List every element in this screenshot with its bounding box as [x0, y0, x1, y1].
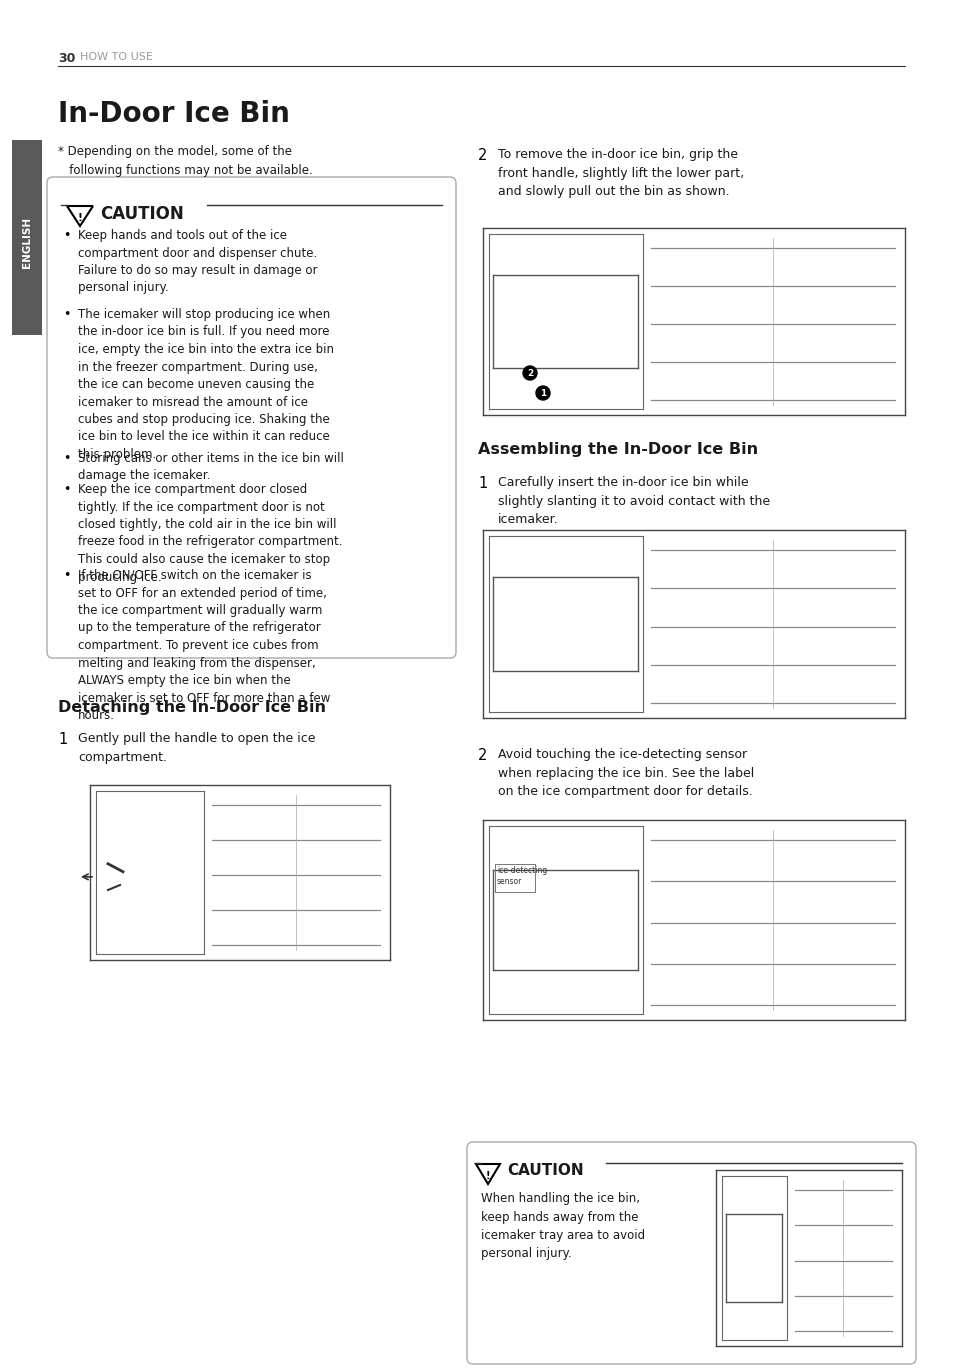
Text: •: •	[63, 483, 71, 496]
Text: 1: 1	[58, 732, 67, 747]
Text: * Depending on the model, some of the
   following functions may not be availabl: * Depending on the model, some of the fo…	[58, 145, 313, 177]
Text: CAUTION: CAUTION	[100, 206, 184, 223]
FancyBboxPatch shape	[467, 1142, 915, 1364]
Text: Gently pull the handle to open the ice
compartment.: Gently pull the handle to open the ice c…	[78, 732, 315, 764]
Text: To remove the in-door ice bin, grip the
front handle, slightly lift the lower pa: To remove the in-door ice bin, grip the …	[497, 148, 743, 197]
Text: !: !	[77, 213, 82, 223]
Text: Keep the ice compartment door closed
tightly. If the ice compartment door is not: Keep the ice compartment door closed tig…	[78, 483, 342, 584]
Text: CAUTION: CAUTION	[506, 1163, 583, 1178]
Circle shape	[522, 366, 537, 380]
Text: 2: 2	[477, 749, 487, 764]
Text: 2: 2	[526, 369, 533, 377]
Text: When handling the ice bin,
keep hands away from the
icemaker tray area to avoid
: When handling the ice bin, keep hands aw…	[480, 1191, 644, 1260]
Text: •: •	[63, 452, 71, 465]
FancyBboxPatch shape	[47, 177, 456, 658]
Circle shape	[536, 387, 550, 400]
Text: Keep hands and tools out of the ice
compartment door and dispenser chute.
Failur: Keep hands and tools out of the ice comp…	[78, 229, 317, 295]
Text: The icemaker will stop producing ice when
the in-door ice bin is full. If you ne: The icemaker will stop producing ice whe…	[78, 308, 334, 461]
Text: 1: 1	[539, 388, 545, 398]
Text: •: •	[63, 229, 71, 243]
Text: 1: 1	[477, 476, 487, 491]
Text: !: !	[485, 1171, 490, 1180]
Text: ice-detecting
sensor: ice-detecting sensor	[497, 866, 547, 886]
Text: Detaching the In-Door Ice Bin: Detaching the In-Door Ice Bin	[58, 701, 326, 716]
Text: HOW TO USE: HOW TO USE	[80, 52, 152, 62]
Text: •: •	[63, 308, 71, 321]
FancyBboxPatch shape	[12, 140, 42, 335]
Text: In-Door Ice Bin: In-Door Ice Bin	[58, 100, 290, 128]
Text: ENGLISH: ENGLISH	[22, 217, 32, 267]
Text: Carefully insert the in-door ice bin while
slightly slanting it to avoid contact: Carefully insert the in-door ice bin whi…	[497, 476, 769, 526]
Text: Avoid touching the ice-detecting sensor
when replacing the ice bin. See the labe: Avoid touching the ice-detecting sensor …	[497, 749, 754, 798]
Text: 30: 30	[58, 52, 75, 64]
Text: Assembling the In-Door Ice Bin: Assembling the In-Door Ice Bin	[477, 441, 758, 457]
Text: If the ON/OFF switch on the icemaker is
set to OFF for an extended period of tim: If the ON/OFF switch on the icemaker is …	[78, 569, 330, 723]
Text: •: •	[63, 569, 71, 583]
Text: 2: 2	[477, 148, 487, 163]
Text: Storing cans or other items in the ice bin will
damage the icemaker.: Storing cans or other items in the ice b…	[78, 452, 343, 483]
